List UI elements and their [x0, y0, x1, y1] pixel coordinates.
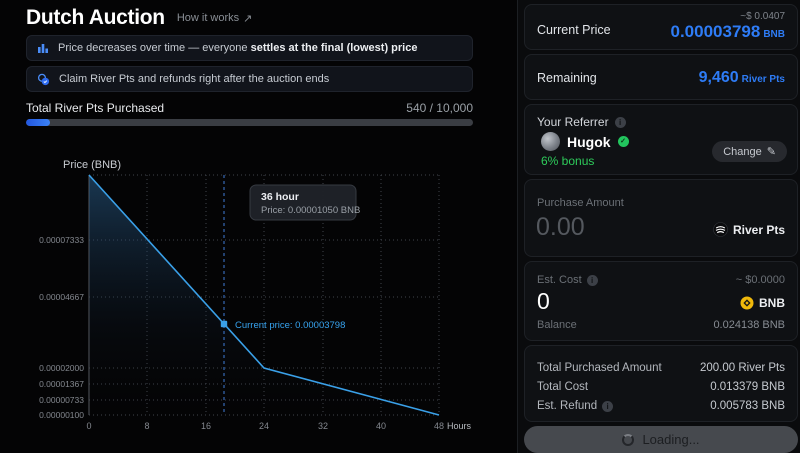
external-link-icon: ↗	[243, 12, 253, 25]
referrer-bonus: 6% bonus	[541, 154, 595, 168]
est-cost-value: 0	[537, 288, 550, 314]
balance-label: Balance	[537, 319, 577, 331]
current-price-label: Current Price	[537, 23, 611, 37]
loading-spinner-icon	[622, 433, 635, 446]
coins-icon	[37, 73, 50, 85]
progress-count: 540 / 10,000	[406, 101, 473, 115]
info-banner-price-decrease: Price decreases over time — everyone set…	[26, 35, 473, 61]
info-icon[interactable]: i	[614, 116, 626, 128]
price-area-fill	[89, 175, 439, 415]
current-price-panel: Current Price ~$ 0.0407 0.00003798 BNB	[524, 4, 798, 50]
info-banner-claim: Claim River Pts and refunds right after …	[26, 66, 473, 92]
change-referrer-button[interactable]: Change ✎	[712, 141, 787, 162]
page-header: Dutch Auction How it works ↗	[26, 6, 252, 30]
svg-text:0.00000733: 0.00000733	[39, 395, 84, 405]
svg-text:32: 32	[318, 421, 328, 431]
current-price-value: 0.00003798 BNB	[670, 22, 786, 41]
main-content: Dutch Auction How it works ↗ Price decre…	[0, 6, 500, 452]
svg-text:16: 16	[201, 421, 211, 431]
tooltip-price: Price: 0.00001050 BNB	[261, 205, 360, 216]
referrer-panel: Your Referrer i Hugok ✓ 6% bonus Change …	[524, 104, 798, 175]
chart-tooltip: 36 hour Price: 0.00001050 BNB	[249, 184, 360, 221]
river-pts-icon	[713, 222, 728, 237]
tooltip-hour: 36 hour	[261, 191, 299, 203]
est-cost-usd: ~ $0.0000	[735, 274, 785, 286]
remaining-value: 9,460 River Pts	[698, 69, 785, 86]
current-price-usd: ~$ 0.0407	[740, 11, 785, 22]
total-cost-row: Total Cost 0.013379 BNB	[537, 381, 785, 393]
svg-text:0.00004667: 0.00004667	[39, 292, 84, 302]
x-axis-unit-label: Hours	[447, 421, 472, 431]
purchase-sidebar: Current Price ~$ 0.0407 0.00003798 BNB Re…	[517, 0, 800, 453]
loading-label: Loading...	[642, 432, 700, 447]
verified-badge-icon: ✓	[617, 136, 629, 147]
total-purchased-label: Total Purchased Amount	[537, 362, 662, 374]
y-axis-labels: 0.00007333 0.00004667 0.00002000 0.00001…	[39, 235, 84, 420]
purchase-amount-panel: Purchase Amount 0.00 River Pts	[524, 179, 798, 257]
bnb-icon	[740, 296, 754, 310]
banner-text: Claim River Pts and refunds right after …	[59, 73, 330, 85]
progress-label: Total River Pts Purchased	[26, 101, 165, 115]
info-icon[interactable]: i	[586, 274, 598, 286]
how-it-works-link[interactable]: How it works ↗	[177, 12, 253, 25]
svg-text:0.00000100: 0.00000100	[39, 410, 84, 420]
svg-text:24: 24	[259, 421, 269, 431]
svg-text:40: 40	[376, 421, 386, 431]
svg-text:0: 0	[86, 421, 91, 431]
svg-text:0.00001367: 0.00001367	[39, 379, 84, 389]
referrer-avatar	[541, 132, 560, 151]
referrer-name: Hugok	[567, 133, 611, 150]
banner-text: Price decreases over time — everyone set…	[58, 42, 418, 54]
progress-header: Total River Pts Purchased 540 / 10,000	[26, 101, 473, 115]
total-cost-label: Total Cost	[537, 381, 589, 393]
balance-value: 0.024138 BNB	[713, 319, 785, 331]
river-pts-chip: River Pts	[713, 222, 785, 237]
info-icon[interactable]: i	[602, 400, 614, 412]
bnb-label: BNB	[759, 296, 785, 310]
est-refund-row: Est. Refund i 0.005783 BNB	[537, 400, 785, 412]
totals-panel: Total Purchased Amount 200.00 River Pts …	[524, 345, 798, 422]
price-chart[interactable]: Price (BNB) 0.00007333	[0, 152, 500, 452]
svg-text:0.00002000: 0.00002000	[39, 363, 84, 373]
est-cost-label: Est. Cost i	[537, 274, 598, 286]
est-refund-label: Est. Refund i	[537, 400, 614, 412]
progress-bar	[26, 119, 473, 126]
page-title: Dutch Auction	[26, 6, 165, 29]
progress-fill	[26, 119, 51, 126]
referrer-identity: Hugok ✓	[541, 132, 629, 151]
river-pts-label: River Pts	[732, 222, 785, 237]
remaining-panel: Remaining 9,460 River Pts	[524, 54, 798, 100]
x-axis-labels: 0 8 16 24 32 40 48	[86, 421, 444, 431]
edit-pencil-icon: ✎	[766, 146, 776, 158]
est-cost-panel: Est. Cost i ~ $0.0000 0 BNB Balance 0.024…	[524, 261, 798, 341]
purchase-amount-label: Purchase Amount	[537, 197, 624, 209]
bnb-chip: BNB	[740, 296, 785, 310]
svg-text:8: 8	[144, 421, 149, 431]
svg-text:48: 48	[434, 421, 444, 431]
price-line	[88, 174, 440, 416]
total-cost-value: 0.013379 BNB	[710, 381, 785, 393]
svg-text:0.00007333: 0.00007333	[39, 235, 84, 245]
current-price-label: Current price: 0.00003798	[235, 320, 345, 331]
remaining-label: Remaining	[537, 71, 597, 85]
chart-title: Price (BNB)	[63, 159, 121, 171]
total-purchased-row: Total Purchased Amount 200.00 River Pts	[537, 362, 785, 374]
bar-chart-icon	[38, 44, 48, 53]
est-refund-value: 0.005783 BNB	[710, 400, 785, 412]
purchase-amount-input[interactable]: 0.00	[536, 213, 585, 241]
purchase-loading-button[interactable]: Loading...	[524, 426, 798, 453]
total-purchased-value: 200.00 River Pts	[699, 362, 785, 374]
current-price-marker	[220, 320, 228, 328]
how-it-works-label: How it works	[176, 12, 240, 24]
referrer-label: Your Referrer	[537, 115, 609, 129]
